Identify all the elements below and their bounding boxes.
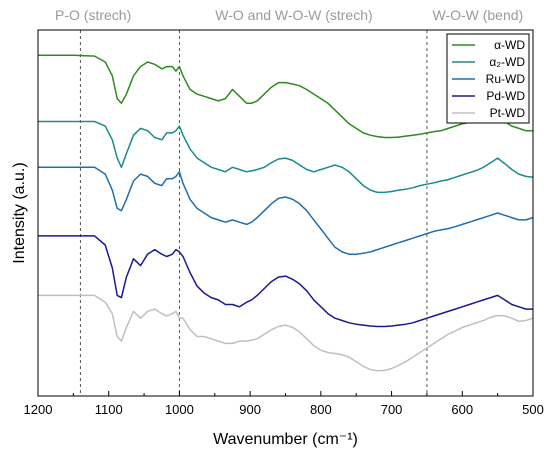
x-tick-label: 1200 (24, 402, 53, 417)
series-line (38, 166, 533, 255)
series-line (38, 294, 533, 372)
legend-label: α-WD (494, 38, 525, 52)
legend-label: Pt-WD (490, 106, 526, 120)
annotation-label: P-O (strech) (55, 7, 131, 23)
x-tick-label: 1000 (165, 402, 194, 417)
series-lines (38, 54, 533, 372)
legend-label: α₂-WD (489, 55, 525, 69)
x-tick-label: 500 (522, 402, 544, 417)
annotation-label: W-O-W (bend) (432, 7, 523, 23)
legend-label: Pd-WD (486, 89, 525, 103)
region-annotations: P-O (strech) W-O and W-O-W (strech) W-O-W … (55, 7, 523, 23)
plot-area (38, 54, 533, 372)
series-line (38, 54, 533, 139)
x-axis: 1200 1100 1000 900 800 700 600 500 (24, 391, 544, 417)
x-tick-label: 600 (451, 402, 473, 417)
x-tick-label: 900 (239, 402, 261, 417)
legend: α-WD α₂-WD Ru-WD Pd-WD Pt-WD (446, 33, 530, 124)
x-axis-title: Wavenumber (cm⁻¹) (213, 431, 358, 448)
x-tick-label: 1100 (95, 402, 123, 417)
reference-lines (79, 30, 428, 396)
series-line (38, 120, 533, 194)
annotation-label: W-O and W-O-W (strech) (215, 7, 372, 23)
y-axis-title: Intensity (a.u.) (11, 162, 28, 263)
series-line (38, 235, 533, 328)
x-tick-label: 700 (381, 402, 403, 417)
x-tick-label: 800 (310, 402, 332, 417)
legend-label: Ru-WD (486, 72, 526, 86)
